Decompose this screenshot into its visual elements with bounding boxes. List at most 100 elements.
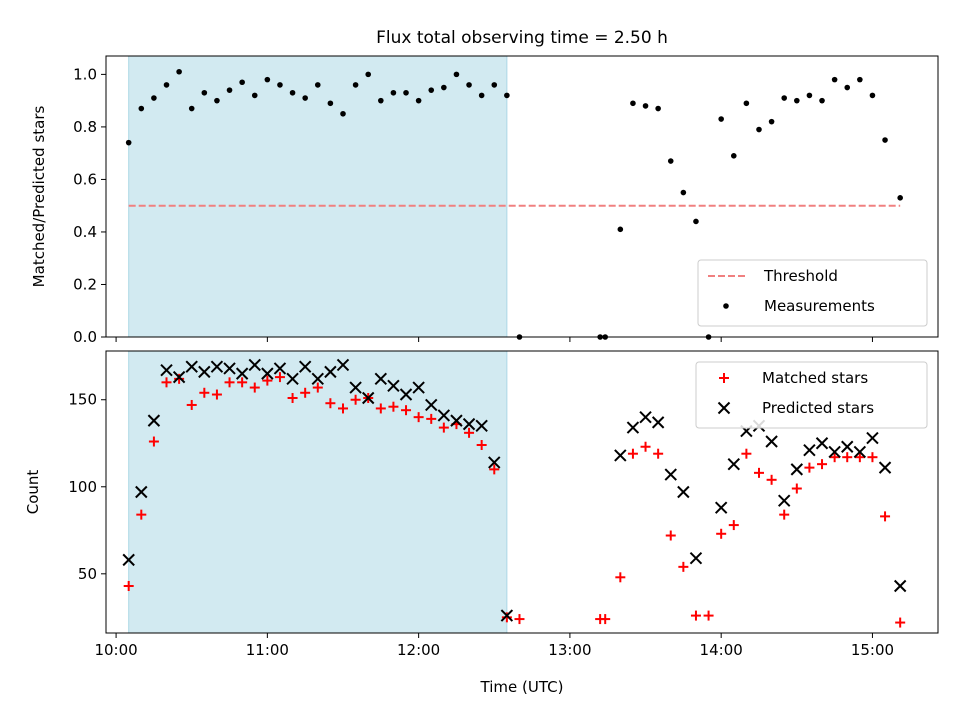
- predicted-stars-legend-handle: [717, 401, 731, 415]
- count-y-axis-label: Count: [24, 470, 42, 515]
- predicted-star-point: [387, 379, 400, 393]
- matched-star-point: [413, 412, 424, 423]
- matched-star-point: [262, 375, 273, 386]
- matched-star-point: [476, 440, 487, 450]
- measurement-point: [125, 139, 132, 146]
- measurement-point: [428, 87, 435, 93]
- measurement-point: [630, 100, 636, 107]
- predicted-star-point: [488, 456, 501, 469]
- predicted-star-point: [248, 358, 261, 372]
- ratio-y-ticks: 0.0 0.2 0.4 0.6 0.8 1.0: [73, 65, 106, 346]
- measurement-point: [453, 71, 460, 78]
- predicted-star-point: [841, 440, 854, 453]
- matched-star-point: [237, 377, 248, 388]
- measurement-point: [390, 89, 397, 96]
- x-tick-label: 14:00: [700, 641, 743, 659]
- predicted-star-point: [803, 444, 816, 457]
- matched-star-point: [199, 387, 210, 398]
- ratio-legend: Threshold Measurements: [697, 259, 928, 327]
- matched-star-point: [716, 528, 727, 539]
- predicted-star-point: [147, 414, 161, 427]
- predicted-star-point: [500, 609, 514, 622]
- matched-star-point: [388, 401, 399, 412]
- matched-star-point: [854, 452, 865, 463]
- measurement-point: [718, 116, 724, 122]
- matched-star-point: [867, 452, 878, 463]
- predicted-star-point: [815, 437, 829, 450]
- y-tick-label: 0.2: [73, 275, 97, 293]
- matched-star-point: [640, 441, 651, 452]
- count-legend: Matched stars Predicted stars: [695, 361, 928, 429]
- measurement-point: [743, 100, 750, 107]
- predicted-star-point: [122, 553, 135, 567]
- y-tick-label: 0.4: [73, 223, 97, 241]
- matched-star-point: [350, 394, 361, 405]
- predicted-star-point: [412, 381, 425, 394]
- matched-star-point: [174, 373, 185, 384]
- measurement-point: [188, 105, 195, 112]
- predicted-star-point: [172, 370, 186, 384]
- predicted-star-point: [425, 398, 438, 412]
- x-axis-label: Time (UTC): [480, 678, 564, 696]
- matched-star-point: [148, 436, 159, 447]
- measurement-point: [289, 89, 296, 96]
- measurement-point: [378, 97, 384, 104]
- measurement-point: [857, 76, 863, 83]
- matched-star-point: [375, 403, 386, 414]
- matched-star-point: [123, 581, 134, 591]
- predicted-star-point: [664, 468, 677, 481]
- x-tick-label: 11:00: [246, 641, 289, 659]
- measurement-point: [730, 152, 737, 159]
- matched-star-point: [728, 520, 739, 531]
- measurement-point: [693, 218, 699, 225]
- measurement-point: [214, 97, 220, 104]
- measurement-point: [466, 82, 472, 88]
- matched-star-point: [600, 614, 611, 625]
- y-tick-label: 1.0: [73, 65, 97, 83]
- measurement-point: [882, 137, 888, 143]
- predicted-star-point: [828, 445, 841, 459]
- predicted-star-point: [765, 435, 778, 448]
- measurement-point: [478, 92, 485, 99]
- count-y-ticks: 50 100 150: [68, 391, 106, 583]
- measurement-point: [794, 97, 800, 104]
- predicted-star-point: [135, 485, 148, 499]
- x-tick-label: 15:00: [851, 641, 894, 659]
- measurement-point: [897, 195, 903, 201]
- y-tick-label: 100: [68, 478, 97, 496]
- matched-star-point: [615, 572, 626, 583]
- matched-star-point: [690, 610, 701, 621]
- matched-star-point: [312, 382, 323, 393]
- predicted-star-point: [198, 365, 211, 379]
- predicted-star-point: [475, 419, 488, 433]
- predicted-star-point: [437, 409, 451, 422]
- measurement-point: [251, 92, 258, 99]
- matched-star-point: [753, 467, 764, 478]
- matched-star-point: [653, 448, 664, 459]
- matched-star-point: [337, 403, 348, 414]
- measurement-points: [125, 68, 903, 340]
- predicted-star-point: [235, 367, 249, 380]
- observing-interval-shade: [128, 350, 508, 634]
- predicted-star-point: [853, 445, 867, 459]
- predicted-star-point: [324, 365, 337, 379]
- predicted-star-point: [361, 391, 375, 405]
- matched-star-point: [665, 530, 676, 541]
- measurement-point: [314, 82, 321, 88]
- matched-star-point: [211, 389, 222, 400]
- matched-stars-legend-label: Matched stars: [762, 369, 868, 387]
- matched-star-point: [224, 377, 235, 388]
- predicted-star-point: [450, 414, 463, 427]
- matched-star-point: [817, 459, 828, 470]
- count-panel: 10:00 11:00 12:00 13:00 14:00 15:00 50100150 …: [24, 350, 939, 696]
- measurement-point: [176, 68, 182, 75]
- matched-star-point: [766, 474, 777, 485]
- predicted-star-point: [374, 372, 388, 386]
- predicted-star-point: [349, 381, 362, 394]
- matched-star-point: [501, 612, 512, 623]
- matched-star-point: [274, 372, 285, 383]
- predicted-star-point: [298, 360, 312, 373]
- measurement-point: [806, 92, 813, 99]
- predicted-star-point: [273, 362, 287, 375]
- measurement-point: [340, 110, 346, 117]
